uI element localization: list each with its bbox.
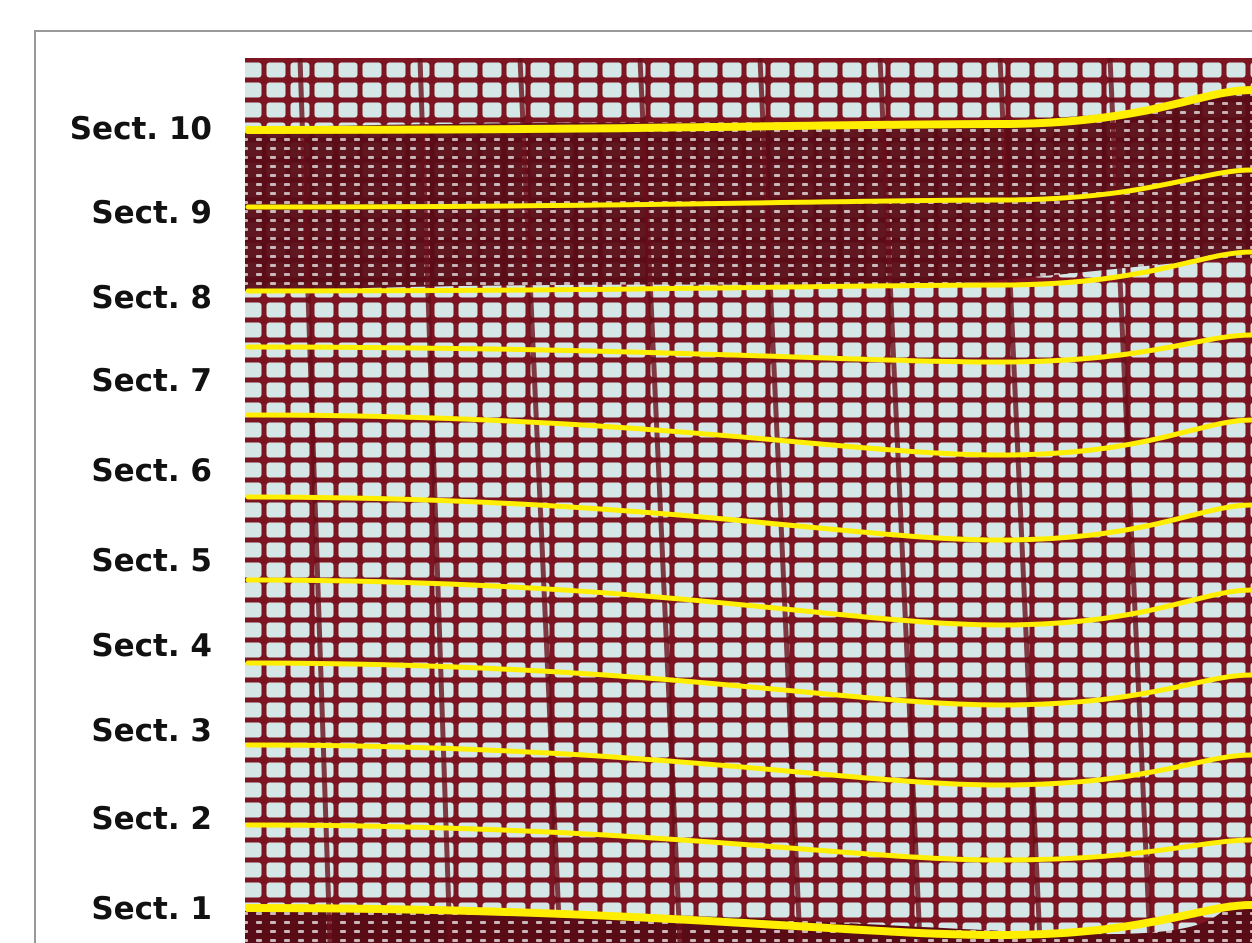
boundary-line — [245, 822, 1252, 863]
section-label: Sect. 1 — [91, 891, 212, 927]
section-label: Sect. 7 — [91, 363, 212, 399]
section-label: Sect. 8 — [91, 280, 212, 316]
boundary-line — [245, 249, 1252, 294]
boundary-line — [245, 494, 1252, 543]
boundary-line — [245, 86, 1252, 134]
boundary-line — [245, 901, 1252, 940]
boundary-line — [245, 577, 1252, 628]
section-label: Sect. 3 — [91, 713, 212, 749]
section-label: Sect. 10 — [70, 111, 212, 147]
section-label: Sect. 4 — [91, 628, 212, 664]
micrograph — [245, 58, 1252, 943]
section-label: Sect. 5 — [91, 543, 212, 579]
boundary-line — [245, 412, 1252, 458]
boundary-line — [245, 660, 1252, 708]
boundary-line — [245, 742, 1252, 788]
boundary-line — [245, 167, 1252, 210]
section-label: Sect. 6 — [91, 453, 212, 489]
section-label: Sect. 2 — [91, 801, 212, 837]
section-label: Sect. 9 — [91, 195, 212, 231]
boundary-line — [245, 332, 1252, 365]
